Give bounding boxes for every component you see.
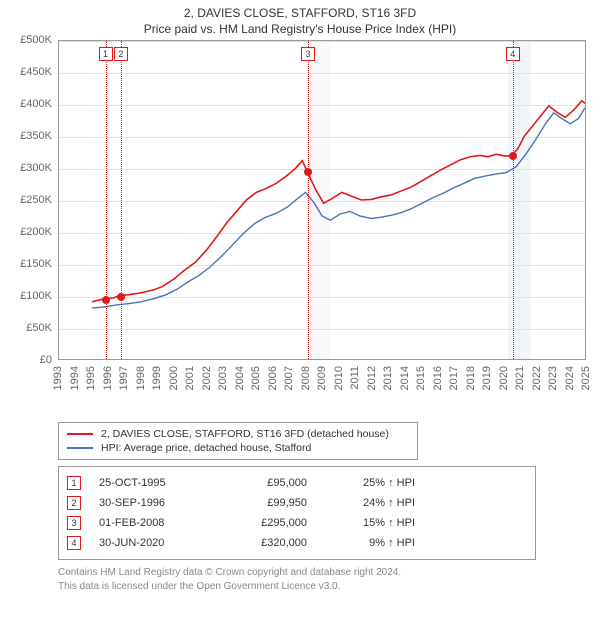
x-tick-label: 1999 <box>151 366 163 390</box>
marker-line <box>308 41 309 359</box>
y-tick-label: £100K <box>20 290 52 302</box>
x-tick-label: 2012 <box>366 366 378 390</box>
x-tick-label: 2003 <box>217 366 229 390</box>
y-tick-label: £50K <box>26 322 52 334</box>
x-tick-label: 2013 <box>382 366 394 390</box>
marker-line <box>106 41 107 359</box>
marker-number-box: 1 <box>99 47 113 61</box>
transaction-date: 30-JUN-2020 <box>99 537 209 549</box>
x-tick-label: 2024 <box>564 366 576 390</box>
transaction-pct: 25% ↑ HPI <box>325 477 415 489</box>
marker-dot <box>102 296 110 304</box>
x-tick-label: 1993 <box>52 366 64 390</box>
footer-line-2: This data is licensed under the Open Gov… <box>58 580 584 594</box>
y-tick-label: £350K <box>20 130 52 142</box>
legend-swatch <box>67 447 93 449</box>
y-axis: £0£50K£100K£150K£200K£250K£300K£350K£400… <box>0 40 58 360</box>
y-tick-label: £150K <box>20 258 52 270</box>
x-tick-label: 2019 <box>481 366 493 390</box>
footer: Contains HM Land Registry data © Crown c… <box>58 566 584 593</box>
x-tick-label: 2000 <box>168 366 180 390</box>
y-tick-label: £450K <box>20 66 52 78</box>
x-tick-label: 2001 <box>184 366 196 390</box>
title-line-1: 2, DAVIES CLOSE, STAFFORD, ST16 3FD <box>0 6 600 20</box>
x-tick-label: 1995 <box>85 366 97 390</box>
marker-number-box: 3 <box>301 47 315 61</box>
x-tick-label: 2004 <box>234 366 246 390</box>
y-tick-label: £400K <box>20 98 52 110</box>
footer-line-1: Contains HM Land Registry data © Crown c… <box>58 566 584 580</box>
series-hpi <box>92 108 585 308</box>
transaction-number: 3 <box>67 516 81 530</box>
transaction-number: 2 <box>67 496 81 510</box>
y-tick-label: £250K <box>20 194 52 206</box>
marker-line <box>513 41 514 359</box>
x-tick-label: 2021 <box>514 366 526 390</box>
x-tick-label: 2025 <box>580 366 592 390</box>
y-tick-label: £0 <box>40 354 52 366</box>
x-tick-label: 2023 <box>547 366 559 390</box>
x-tick-label: 1997 <box>118 366 130 390</box>
x-tick-label: 1996 <box>102 366 114 390</box>
transaction-date: 25-OCT-1995 <box>99 477 209 489</box>
x-tick-label: 2008 <box>300 366 312 390</box>
transaction-row: 2 30-SEP-1996 £99,950 24% ↑ HPI <box>67 493 527 513</box>
legend-label: 2, DAVIES CLOSE, STAFFORD, ST16 3FD (det… <box>101 428 389 440</box>
series-price_paid <box>92 101 585 302</box>
transaction-price: £99,950 <box>227 497 307 509</box>
marker-dot <box>304 168 312 176</box>
x-tick-label: 2010 <box>333 366 345 390</box>
marker-number-box: 2 <box>114 47 128 61</box>
transaction-price: £295,000 <box>227 517 307 529</box>
transaction-row: 3 01-FEB-2008 £295,000 15% ↑ HPI <box>67 513 527 533</box>
transaction-pct: 9% ↑ HPI <box>325 537 415 549</box>
legend-swatch <box>67 433 93 435</box>
title-block: 2, DAVIES CLOSE, STAFFORD, ST16 3FD Pric… <box>0 0 600 40</box>
svg-lines <box>59 41 585 359</box>
x-tick-label: 1998 <box>135 366 147 390</box>
x-tick-label: 2002 <box>201 366 213 390</box>
transaction-date: 30-SEP-1996 <box>99 497 209 509</box>
marker-dot <box>117 293 125 301</box>
transactions-table: 1 25-OCT-1995 £95,000 25% ↑ HPI 2 30-SEP-1996… <box>58 466 536 560</box>
plot-area: 12 3 4 <box>58 40 586 360</box>
x-tick-label: 2020 <box>498 366 510 390</box>
transaction-number: 4 <box>67 536 81 550</box>
x-tick-label: 2017 <box>448 366 460 390</box>
x-tick-label: 2015 <box>415 366 427 390</box>
transaction-number: 1 <box>67 476 81 490</box>
x-tick-label: 2011 <box>349 366 361 390</box>
legend-label: HPI: Average price, detached house, Staf… <box>101 442 311 454</box>
legend-box: 2, DAVIES CLOSE, STAFFORD, ST16 3FD (det… <box>58 422 418 460</box>
x-tick-label: 2014 <box>399 366 411 390</box>
transaction-row: 1 25-OCT-1995 £95,000 25% ↑ HPI <box>67 473 527 493</box>
x-tick-label: 2022 <box>531 366 543 390</box>
transaction-pct: 24% ↑ HPI <box>325 497 415 509</box>
transaction-price: £95,000 <box>227 477 307 489</box>
legend-row: 2, DAVIES CLOSE, STAFFORD, ST16 3FD (det… <box>67 427 409 441</box>
legend-row: HPI: Average price, detached house, Staf… <box>67 441 409 455</box>
transaction-price: £320,000 <box>227 537 307 549</box>
marker-dot <box>509 152 517 160</box>
marker-line <box>121 41 122 359</box>
title-line-2: Price paid vs. HM Land Registry's House … <box>0 22 600 36</box>
x-tick-label: 2009 <box>316 366 328 390</box>
x-tick-label: 2007 <box>283 366 295 390</box>
x-tick-label: 2006 <box>267 366 279 390</box>
y-tick-label: £500K <box>20 34 52 46</box>
x-tick-label: 2016 <box>432 366 444 390</box>
transaction-date: 01-FEB-2008 <box>99 517 209 529</box>
x-tick-label: 1994 <box>69 366 81 390</box>
y-tick-label: £200K <box>20 226 52 238</box>
marker-number-box: 4 <box>506 47 520 61</box>
x-axis: 1993199419951996199719981999200020012002… <box>58 362 586 418</box>
transaction-row: 4 30-JUN-2020 £320,000 9% ↑ HPI <box>67 533 527 553</box>
chart-container: 2, DAVIES CLOSE, STAFFORD, ST16 3FD Pric… <box>0 0 600 593</box>
y-tick-label: £300K <box>20 162 52 174</box>
transaction-pct: 15% ↑ HPI <box>325 517 415 529</box>
x-tick-label: 2018 <box>465 366 477 390</box>
plot-wrap: £0 £50K £100K £150K £200K £250K £300K £350K £400… <box>0 40 600 420</box>
x-tick-label: 2005 <box>250 366 262 390</box>
